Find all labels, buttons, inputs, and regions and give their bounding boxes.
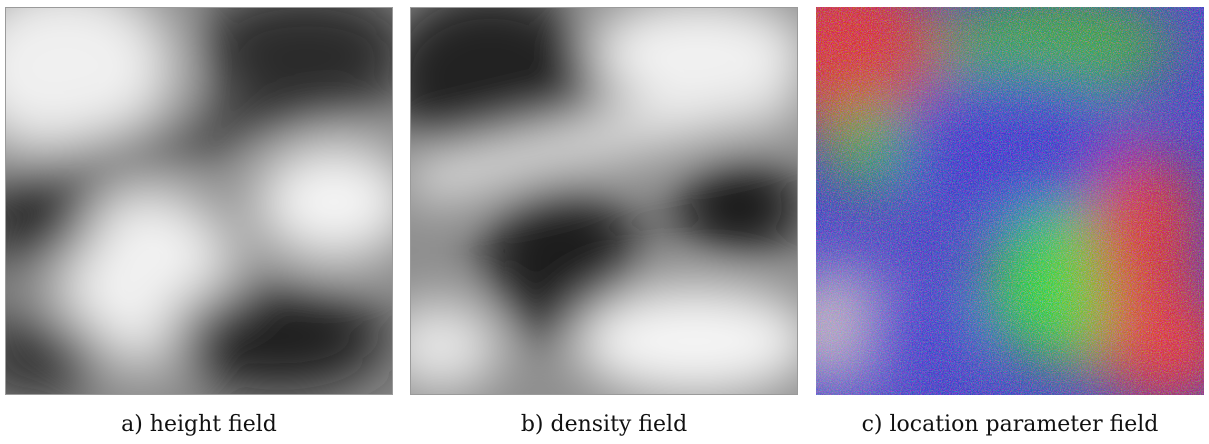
caption-location-parameter-field: c) location parameter field	[861, 412, 1159, 437]
density-field-graphic	[411, 8, 797, 394]
caption-density-field: b) density field	[520, 412, 688, 437]
caption-height-field: a) height field	[121, 412, 277, 437]
location-parameter-field-image	[816, 7, 1204, 395]
height-field-graphic	[6, 8, 392, 394]
height-field-image	[5, 7, 393, 395]
location-parameter-field-graphic	[816, 7, 1204, 395]
density-field-image	[410, 7, 798, 395]
